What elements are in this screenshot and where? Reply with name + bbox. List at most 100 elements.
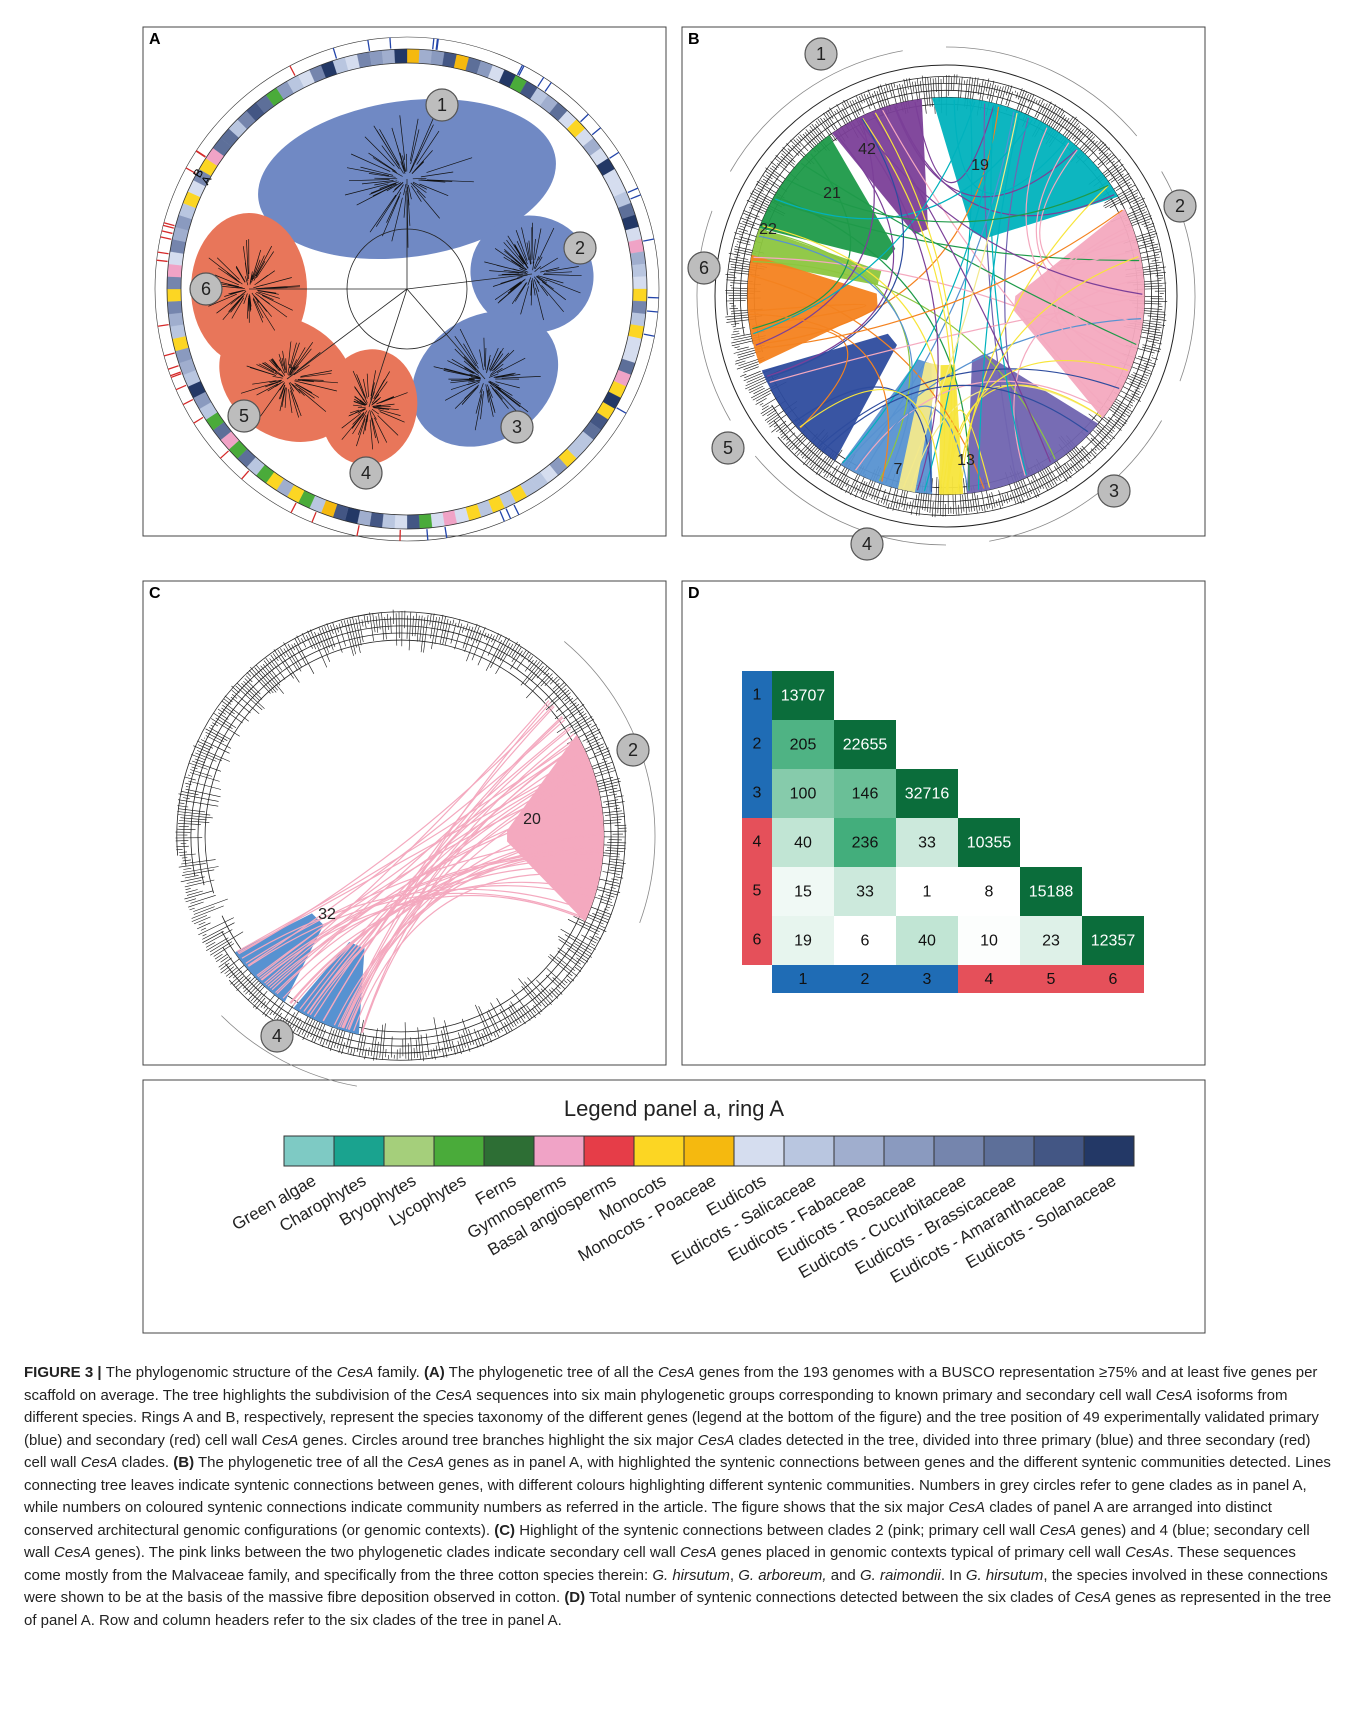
- validated-gene-tick: [368, 40, 370, 51]
- taxonomy-ring-segment: [630, 313, 645, 327]
- caption-text: CesAs: [1125, 1544, 1169, 1561]
- caption-text: family.: [373, 1364, 424, 1381]
- caption-text: The phylogenetic tree of all the: [194, 1454, 407, 1471]
- row-header-label: 2: [753, 736, 762, 753]
- caption-text: CesA: [1040, 1522, 1077, 1539]
- caption-text: CesA: [54, 1544, 91, 1561]
- caption-text: and: [827, 1567, 860, 1584]
- heatmap-value: 236: [852, 835, 879, 852]
- caption-text: clades.: [117, 1454, 173, 1471]
- taxonomy-ring-segment: [633, 276, 647, 289]
- legend-swatch: [284, 1136, 334, 1166]
- community-number: 22: [759, 221, 777, 238]
- synteny-community: [932, 97, 1118, 238]
- caption-text: CesA: [680, 1544, 717, 1561]
- heatmap-value: 10355: [967, 835, 1012, 852]
- heatmap-value: 1: [923, 884, 932, 901]
- validated-gene-tick: [427, 529, 428, 540]
- clade-bracket: [697, 211, 730, 421]
- validated-gene-tick: [631, 195, 641, 199]
- taxonomy-ring-segment: [394, 49, 407, 63]
- caption-text: CesA: [81, 1454, 118, 1471]
- validated-gene-tick: [628, 188, 638, 192]
- clade-number: 5: [723, 438, 733, 458]
- caption-text: G. arboreum,: [738, 1567, 826, 1584]
- heatmap-value: 40: [794, 835, 812, 852]
- taxonomy-ring-segment: [167, 289, 181, 302]
- validated-gene-tick: [242, 471, 249, 479]
- heatmap-value: 15: [794, 884, 812, 901]
- validated-gene-tick: [312, 512, 316, 522]
- caption-text: genes placed in genomic contexts typical…: [717, 1544, 1126, 1561]
- validated-gene-tick: [538, 77, 544, 86]
- clade-number: 2: [575, 238, 585, 258]
- validated-gene-tick: [610, 152, 619, 158]
- caption: FIGURE 3 | The phylogenomic structure of…: [24, 1362, 1336, 1632]
- caption-text: G. raimondii: [860, 1567, 941, 1584]
- heatmap-value: 10: [980, 933, 998, 950]
- community-number: 20: [523, 811, 541, 828]
- validated-gene-tick: [162, 231, 173, 234]
- validated-gene-tick: [183, 400, 193, 405]
- clade-number: 4: [361, 463, 371, 483]
- column-header-label: 3: [923, 971, 932, 988]
- taxonomy-ring-segment: [167, 301, 182, 314]
- taxonomy-ring-segment: [419, 49, 432, 64]
- clade-number: 6: [699, 258, 709, 278]
- validated-gene-tick: [158, 252, 169, 254]
- caption-text: CesA: [948, 1499, 985, 1516]
- column-header-label: 2: [861, 971, 870, 988]
- taxonomy-ring-segment: [167, 276, 181, 289]
- caption-text: (C): [494, 1522, 515, 1539]
- heatmap-value: 15188: [1029, 884, 1074, 901]
- validated-gene-tick: [291, 503, 296, 513]
- validated-gene-tick: [333, 48, 336, 59]
- panel-label: A: [149, 31, 161, 48]
- heatmap-value: 40: [918, 933, 936, 950]
- legend-swatch: [1034, 1136, 1084, 1166]
- heatmap-value: 23: [1042, 933, 1060, 950]
- column-header-label: 4: [985, 971, 994, 988]
- validated-gene-tick: [168, 366, 178, 370]
- column-header-label: 6: [1109, 971, 1118, 988]
- heatmap-value: 19: [794, 933, 812, 950]
- validated-gene-tick: [160, 237, 171, 239]
- clade-number: 4: [862, 534, 872, 554]
- clade-number: 6: [201, 279, 211, 299]
- legend-swatch: [934, 1136, 984, 1166]
- caption-text: CesA: [435, 1387, 472, 1404]
- community-number: 7: [894, 461, 903, 478]
- caption-text: . In: [941, 1567, 966, 1584]
- legend-swatch: [484, 1136, 534, 1166]
- legend-swatch: [434, 1136, 484, 1166]
- validated-gene-tick: [196, 151, 205, 157]
- clade-number: 3: [512, 417, 522, 437]
- legend-swatch: [634, 1136, 684, 1166]
- legend-swatch: [1084, 1136, 1134, 1166]
- caption-text: (B): [173, 1454, 194, 1471]
- validated-gene-tick: [581, 114, 589, 122]
- legend-swatch: [684, 1136, 734, 1166]
- panel-label: B: [688, 31, 700, 48]
- validated-gene-tick: [506, 509, 511, 519]
- caption-text: ,: [730, 1567, 738, 1584]
- legend-swatch: [384, 1136, 434, 1166]
- column-header-label: 5: [1047, 971, 1056, 988]
- heatmap-value: 146: [852, 786, 879, 803]
- taxonomy-ring-segment: [431, 50, 445, 65]
- taxonomy-ring-segment: [394, 515, 407, 529]
- validated-gene-tick: [164, 223, 175, 226]
- validated-gene-tick: [545, 82, 551, 91]
- community-number: 13: [957, 452, 975, 469]
- taxonomy-ring-segment: [369, 512, 383, 527]
- legend-swatch: [534, 1136, 584, 1166]
- clade-number: 2: [1175, 196, 1185, 216]
- heatmap-value: 32716: [905, 786, 950, 803]
- community-number: 42: [858, 141, 876, 158]
- row-header-label: 4: [753, 834, 762, 851]
- validated-gene-tick: [158, 325, 169, 327]
- clade-number: 1: [437, 95, 447, 115]
- taxonomy-ring-segment: [168, 313, 183, 327]
- taxonomy-ring-segment: [407, 515, 420, 529]
- validated-gene-tick: [220, 451, 228, 458]
